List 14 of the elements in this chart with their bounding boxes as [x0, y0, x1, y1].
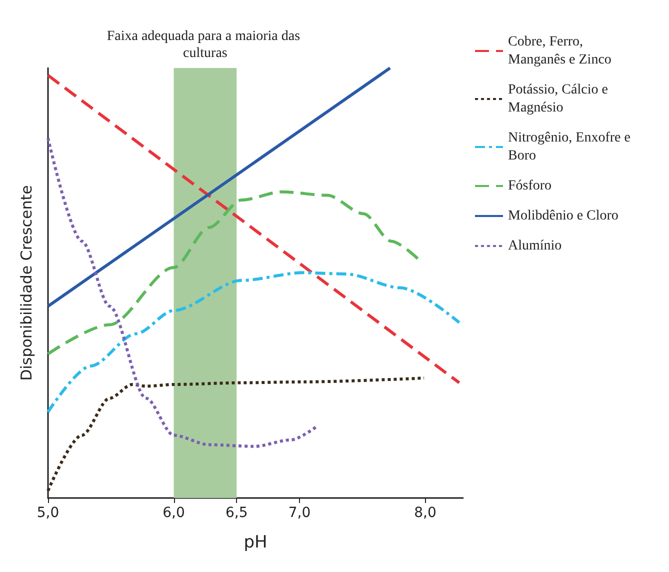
- x-tick-label: 7,0: [288, 505, 311, 521]
- y-axis-title: Disponibilidade Crescente: [18, 185, 36, 381]
- x-tick-label: 6,5: [226, 505, 248, 521]
- x-tick-label: 8,0: [414, 505, 436, 521]
- legend-label: Cobre, Ferro, Manganês e Zinco: [508, 34, 612, 68]
- legend-label: Potássio, Cálcio e Magnésio: [508, 82, 612, 116]
- x-axis-title: pH: [244, 532, 268, 552]
- legend-label: Alumínio: [508, 238, 562, 254]
- legend-label: Nitrogênio, Enxofre e Boro: [508, 130, 634, 164]
- x-tick-label: 6,0: [162, 505, 185, 521]
- x-tick-label: 5,0: [36, 505, 60, 521]
- legend-label: Fósforo: [508, 178, 552, 194]
- legend-label: Molibdênio e Cloro: [508, 208, 618, 224]
- band-label: Faixa adequada para a maioria das culturas: [106, 29, 304, 61]
